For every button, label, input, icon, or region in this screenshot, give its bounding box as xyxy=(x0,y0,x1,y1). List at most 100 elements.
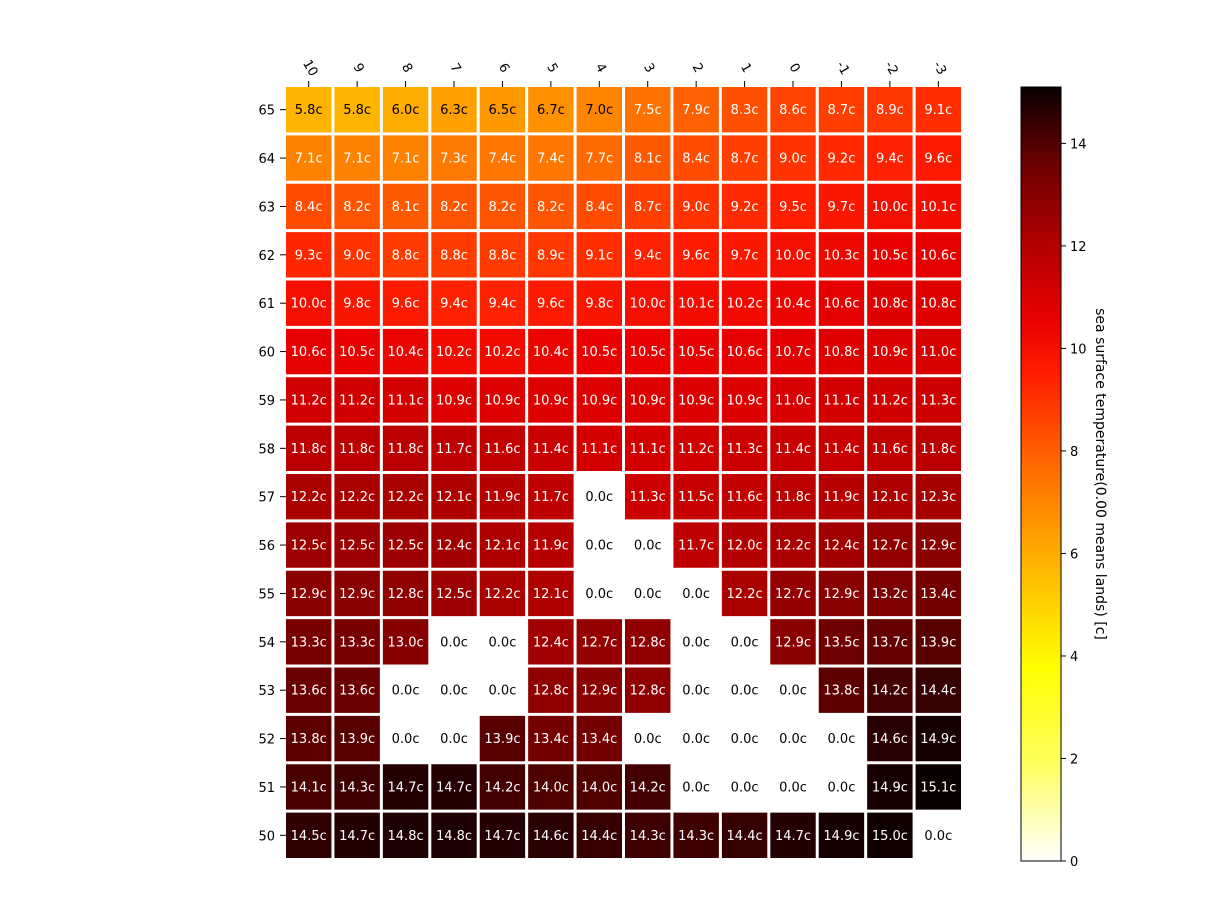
cell-value-label: 0.0c xyxy=(392,684,420,699)
heatmap-cell xyxy=(915,280,962,326)
heatmap-cell xyxy=(528,764,574,810)
heatmap-cell xyxy=(334,232,380,278)
cell-value-label: 13.3c xyxy=(339,635,375,650)
heatmap-cell xyxy=(576,280,623,326)
cell-value-label: 12.5c xyxy=(339,539,375,554)
heatmap-cell xyxy=(431,812,477,859)
heatmap-cell xyxy=(673,328,719,375)
heatmap-cell xyxy=(528,667,574,713)
heatmap-cell xyxy=(479,619,526,665)
heatmap-cell xyxy=(334,280,380,326)
cell-value-label: 11.2c xyxy=(291,393,327,408)
cell-value-label: 12.2c xyxy=(484,587,520,602)
cell-value-label: 0.0c xyxy=(682,684,710,699)
cell-value-label: 12.2c xyxy=(388,490,424,505)
cell-value-label: 14.7c xyxy=(775,829,811,844)
heatmap-cell xyxy=(431,328,477,375)
y-tick-label: 61 xyxy=(258,297,275,312)
heatmap-cell xyxy=(721,715,768,762)
heatmap-cell xyxy=(576,522,623,568)
colorbar-label: sea surface temperature(0.00 means lands… xyxy=(1092,308,1108,640)
cell-value-label: 11.9c xyxy=(533,539,569,554)
heatmap-cell xyxy=(479,280,526,326)
heatmap-cell xyxy=(673,425,719,472)
cell-value-label: 12.8c xyxy=(630,684,666,699)
heatmap-cell xyxy=(528,619,574,665)
heatmap-cell xyxy=(479,135,526,181)
cell-value-label: 8.4c xyxy=(295,200,323,215)
cell-value-label: 7.1c xyxy=(295,152,323,167)
cell-value-label: 11.4c xyxy=(775,442,811,457)
heatmap-cell xyxy=(867,812,913,859)
heatmap-cell xyxy=(286,377,332,423)
heatmap-cell xyxy=(286,570,332,617)
cell-value-label: 8.2c xyxy=(489,200,517,215)
heatmap-cell xyxy=(721,183,768,230)
x-tick-label: 1 xyxy=(737,61,754,76)
heatmap-cell xyxy=(867,667,913,713)
heatmap-cell xyxy=(673,135,719,181)
cell-value-label: 10.9c xyxy=(872,345,908,360)
cell-value-label: 6.5c xyxy=(489,103,517,118)
heatmap-cell xyxy=(382,474,429,520)
heatmap-cell xyxy=(770,183,816,230)
cell-value-label: 12.9c xyxy=(823,587,859,602)
cell-value-label: 9.6c xyxy=(682,248,710,263)
colorbar-tick-label: 2 xyxy=(1070,752,1078,767)
colorbar-tick-label: 10 xyxy=(1070,342,1087,357)
heatmap-cell xyxy=(867,87,913,133)
cell-value-label: 0.0c xyxy=(682,587,710,602)
cell-value-label: 0.0c xyxy=(585,539,613,554)
heatmap-cell xyxy=(334,812,380,859)
cell-value-label: 10.9c xyxy=(581,393,617,408)
colorbar-gradient xyxy=(1020,86,1062,862)
cell-value-label: 8.7c xyxy=(828,103,856,118)
cell-value-label: 11.8c xyxy=(339,442,375,457)
cell-value-label: 14.7c xyxy=(436,780,472,795)
heatmap-cell xyxy=(867,377,913,423)
heatmap-cell xyxy=(867,764,913,810)
cell-value-label: 11.8c xyxy=(388,442,424,457)
cell-value-label: 11.3c xyxy=(920,393,956,408)
cell-value-label: 13.4c xyxy=(581,732,617,747)
cell-value-label: 12.7c xyxy=(872,539,908,554)
colorbar-tick-label: 6 xyxy=(1070,547,1078,562)
heatmap-cell xyxy=(770,474,816,520)
cell-value-label: 0.0c xyxy=(731,780,759,795)
heatmap-cell xyxy=(576,135,623,181)
cell-value-label: 8.7c xyxy=(731,152,759,167)
cell-value-label: 8.2c xyxy=(440,200,468,215)
heatmap-cell xyxy=(431,667,477,713)
heatmap-cell xyxy=(915,328,962,375)
heatmap-cell xyxy=(721,522,768,568)
cell-value-label: 0.0c xyxy=(489,635,517,650)
heatmap-cell xyxy=(673,87,719,133)
cell-value-label: 14.6c xyxy=(533,829,569,844)
heatmap-cell xyxy=(479,812,526,859)
heatmap-cell xyxy=(528,135,574,181)
heatmap-cell xyxy=(479,764,526,810)
cell-value-label: 12.4c xyxy=(436,539,472,554)
x-tick-label: -1 xyxy=(833,59,852,78)
cell-value-label: 14.8c xyxy=(388,829,424,844)
heatmap-cell xyxy=(431,425,477,472)
cell-value-label: 11.2c xyxy=(678,442,714,457)
heatmap-cell xyxy=(625,667,671,713)
heatmap-cell xyxy=(721,280,768,326)
cell-value-label: 11.2c xyxy=(339,393,375,408)
heatmap-cell xyxy=(382,667,429,713)
cell-value-label: 12.8c xyxy=(533,684,569,699)
heatmap-cell xyxy=(431,715,477,762)
y-tick-label: 57 xyxy=(258,491,275,506)
cell-value-label: 11.3c xyxy=(630,490,666,505)
heatmap-cell xyxy=(673,764,719,810)
cell-value-label: 9.6c xyxy=(392,297,420,312)
heatmap-cell xyxy=(915,183,962,230)
cell-value-label: 10.5c xyxy=(581,345,617,360)
heatmap-cell xyxy=(721,570,768,617)
heatmap-cell xyxy=(625,232,671,278)
cell-value-label: 12.9c xyxy=(291,587,327,602)
heatmap-cell xyxy=(818,377,865,423)
cell-value-label: 9.2c xyxy=(731,200,759,215)
cell-value-label: 6.3c xyxy=(440,103,468,118)
